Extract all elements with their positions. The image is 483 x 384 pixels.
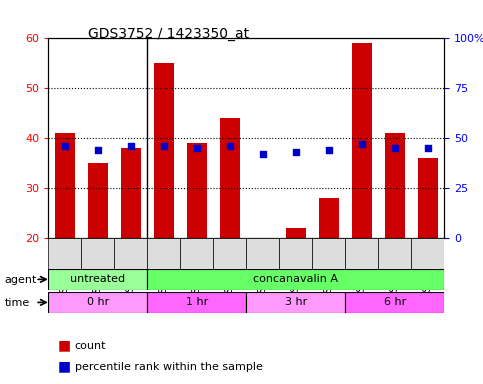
Point <box>391 145 399 151</box>
Text: untreated: untreated <box>70 274 126 285</box>
Text: 1 hr: 1 hr <box>185 297 208 308</box>
Bar <box>187 143 207 238</box>
Text: 0 hr: 0 hr <box>86 297 109 308</box>
FancyBboxPatch shape <box>246 292 345 313</box>
Text: concanavalin A: concanavalin A <box>254 274 338 285</box>
Point <box>358 141 366 147</box>
FancyBboxPatch shape <box>114 238 147 269</box>
Bar <box>220 118 240 238</box>
FancyBboxPatch shape <box>246 238 279 269</box>
FancyBboxPatch shape <box>81 238 114 269</box>
Bar <box>418 158 438 238</box>
FancyBboxPatch shape <box>313 238 345 269</box>
FancyBboxPatch shape <box>147 269 444 290</box>
Text: time: time <box>5 298 30 308</box>
FancyBboxPatch shape <box>279 238 313 269</box>
Point <box>160 143 168 149</box>
Bar <box>121 148 141 238</box>
Bar <box>154 63 174 238</box>
Text: percentile rank within the sample: percentile rank within the sample <box>75 362 263 372</box>
FancyBboxPatch shape <box>412 238 444 269</box>
Point <box>292 149 299 155</box>
Point <box>127 143 135 149</box>
Bar <box>286 228 306 238</box>
FancyBboxPatch shape <box>378 238 412 269</box>
FancyBboxPatch shape <box>213 238 246 269</box>
Bar <box>319 198 339 238</box>
Point <box>259 151 267 157</box>
Bar <box>55 133 75 238</box>
Point <box>226 143 234 149</box>
FancyBboxPatch shape <box>48 292 147 313</box>
Point <box>325 147 333 153</box>
Text: ■: ■ <box>58 360 71 374</box>
Text: 6 hr: 6 hr <box>384 297 406 308</box>
Text: agent: agent <box>5 275 37 285</box>
FancyBboxPatch shape <box>180 238 213 269</box>
Bar <box>352 43 372 238</box>
Text: count: count <box>75 341 106 351</box>
Text: 3 hr: 3 hr <box>284 297 307 308</box>
FancyBboxPatch shape <box>147 292 246 313</box>
Text: ■: ■ <box>58 339 71 353</box>
FancyBboxPatch shape <box>48 269 147 290</box>
Text: GDS3752 / 1423350_at: GDS3752 / 1423350_at <box>88 27 250 41</box>
Point <box>193 145 201 151</box>
Bar <box>385 133 405 238</box>
FancyBboxPatch shape <box>147 238 180 269</box>
Point <box>94 147 102 153</box>
FancyBboxPatch shape <box>48 238 81 269</box>
Bar <box>88 163 108 238</box>
Point <box>424 145 432 151</box>
FancyBboxPatch shape <box>345 238 378 269</box>
FancyBboxPatch shape <box>345 292 444 313</box>
Point <box>61 143 69 149</box>
